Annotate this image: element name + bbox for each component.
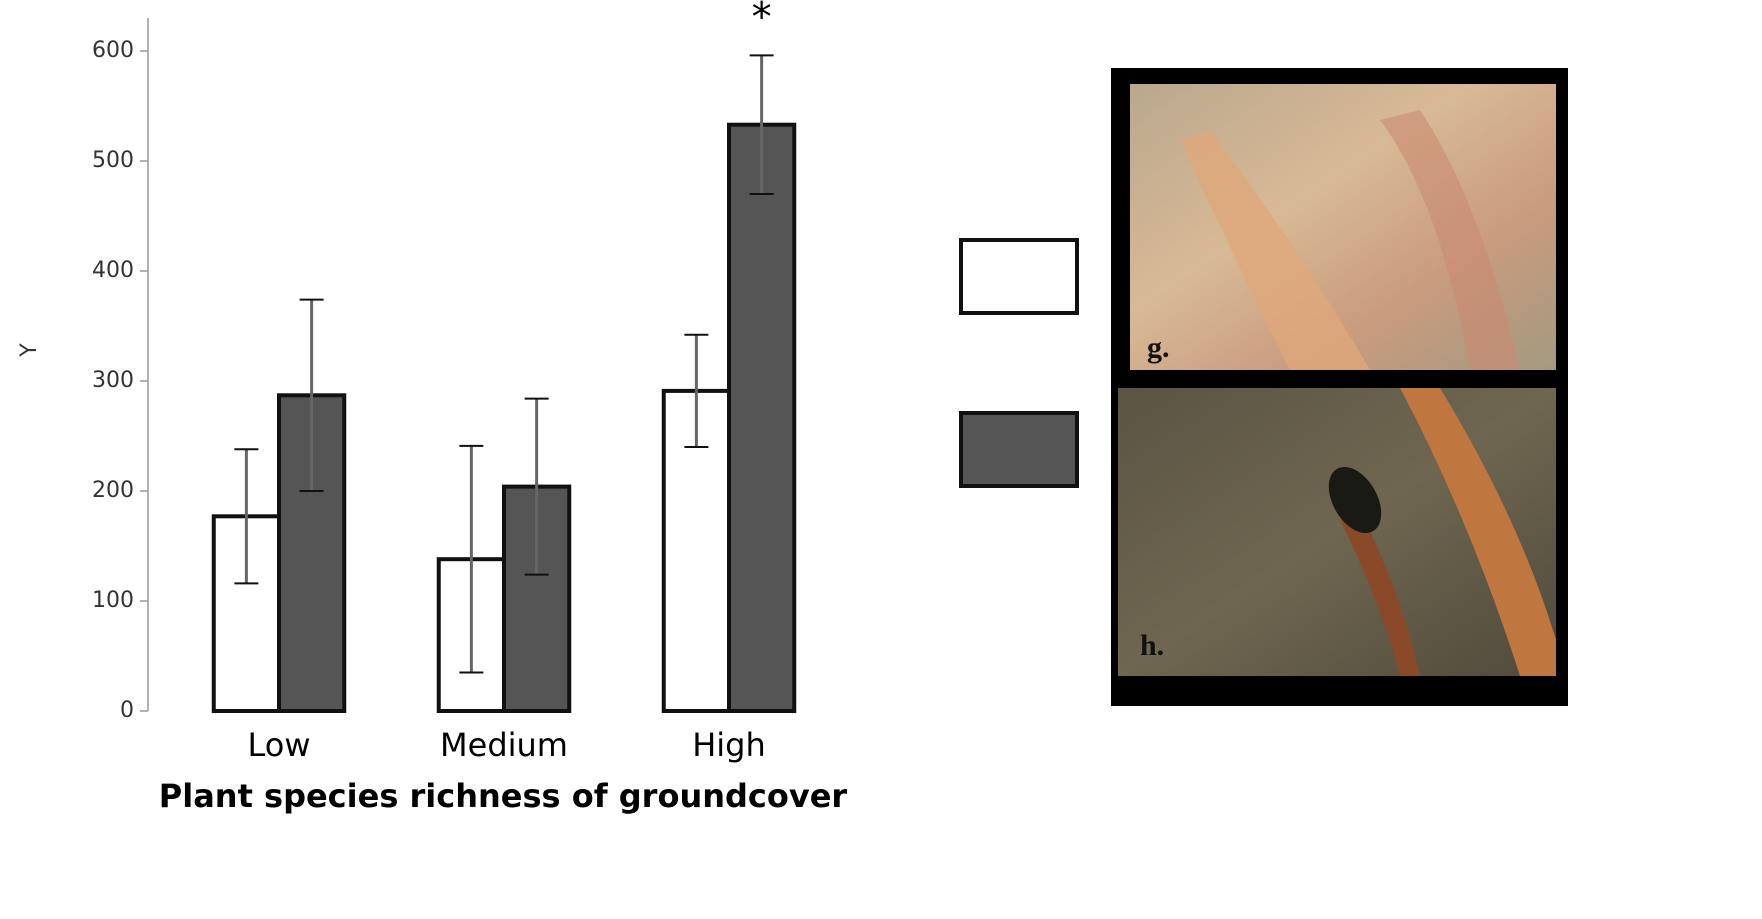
annotation: * <box>752 0 772 40</box>
x-tick-label: Low <box>247 726 310 764</box>
y-tick-label: 300 <box>92 368 134 393</box>
figure: Y Plant species richness of groundcover … <box>0 0 1762 919</box>
page: Y Plant species richness of groundcover … <box>0 0 1762 919</box>
y-tick-label: 200 <box>92 478 134 503</box>
legend-swatch <box>961 413 1077 486</box>
photo-label: h. <box>1140 629 1164 662</box>
bar <box>729 125 794 711</box>
y-axis-label: Y <box>17 343 42 358</box>
x-tick-label: High <box>692 726 766 764</box>
y-tick-label: 0 <box>120 698 134 723</box>
y-tick-label: 600 <box>92 38 134 63</box>
x-axis-label: Plant species richness of groundcover <box>159 777 848 815</box>
y-tick-label: 100 <box>92 588 134 613</box>
photo-panel: g. h. <box>1111 68 1568 706</box>
y-tick-label: 400 <box>92 258 134 283</box>
legend-swatch <box>961 240 1077 313</box>
photo-label: g. <box>1147 331 1170 364</box>
x-tick-label: Medium <box>440 726 568 764</box>
y-tick-label: 500 <box>92 148 134 173</box>
